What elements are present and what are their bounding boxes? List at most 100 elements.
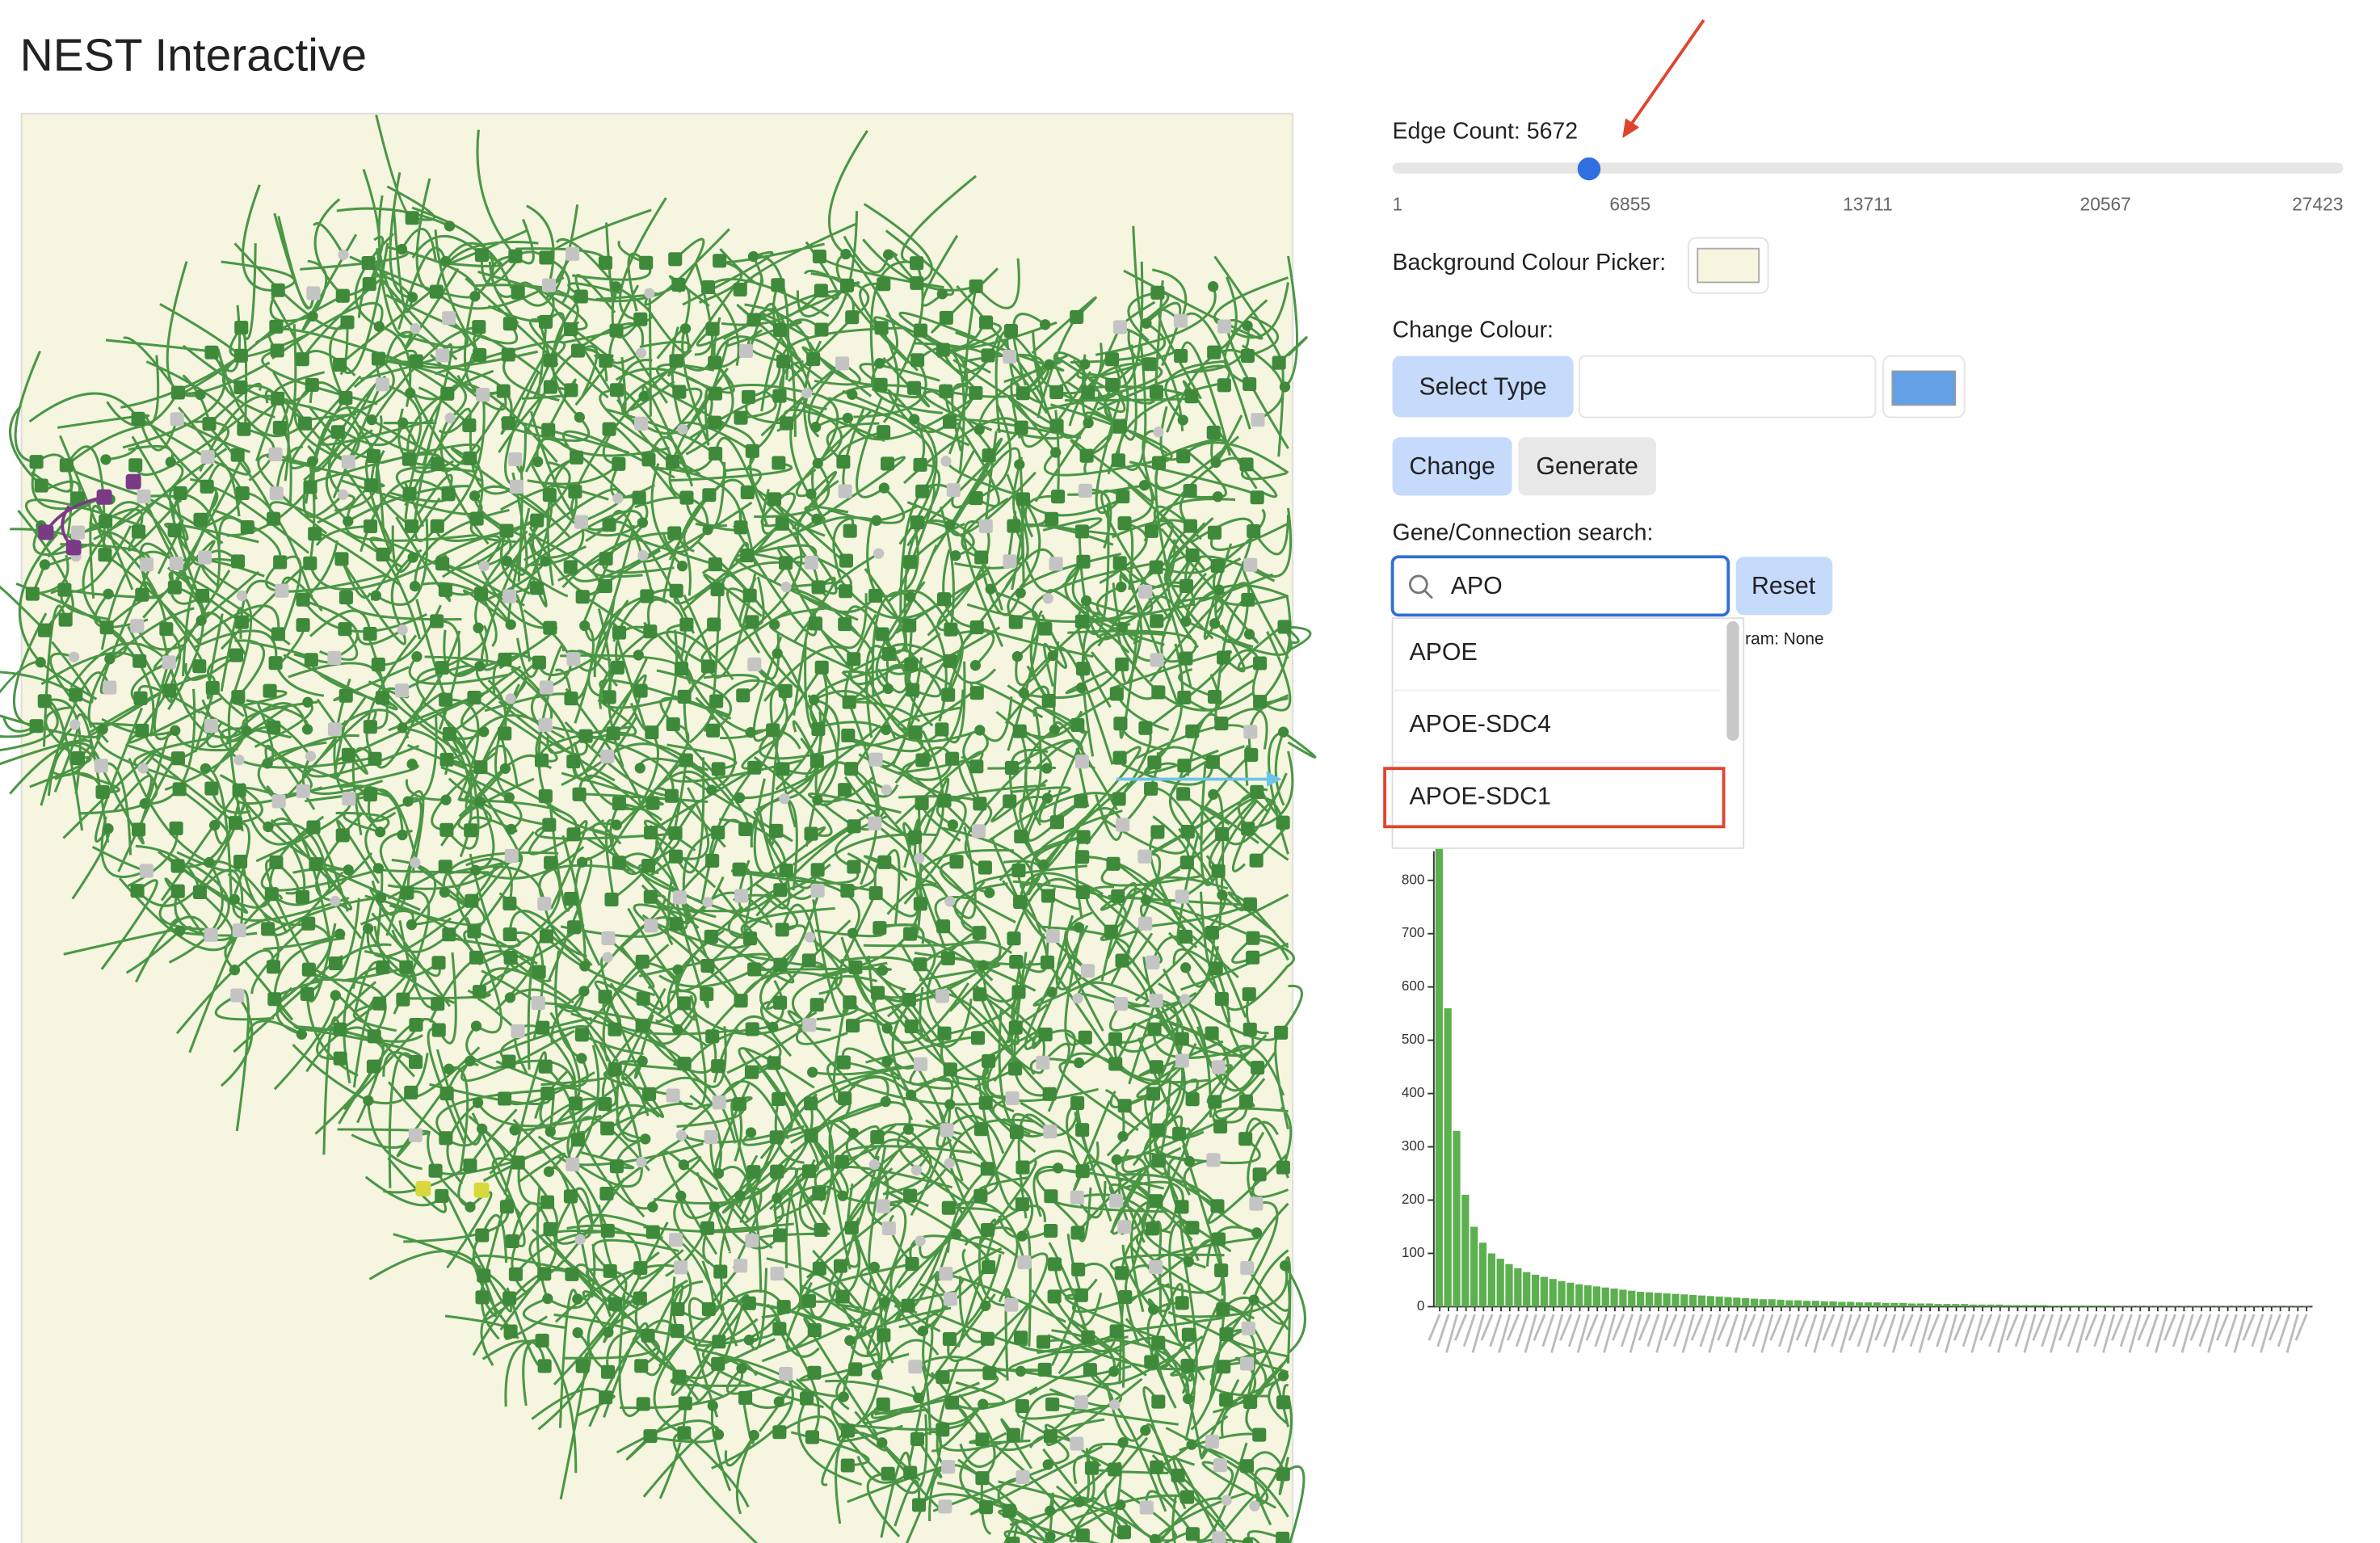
x-tick-label-illegible xyxy=(1681,1314,1695,1353)
network-node xyxy=(1151,1154,1166,1168)
bar xyxy=(1558,1280,1566,1307)
network-node xyxy=(502,927,517,942)
dropdown-option[interactable] xyxy=(1394,692,1721,761)
network-node xyxy=(438,860,452,874)
network-node xyxy=(404,1085,418,1099)
change-button[interactable] xyxy=(1392,437,1512,496)
network-node xyxy=(599,1390,613,1405)
network-node xyxy=(910,275,924,290)
network-node xyxy=(914,852,925,864)
network-node xyxy=(498,1091,512,1106)
network-node xyxy=(840,248,852,260)
bar xyxy=(1952,1304,1960,1307)
network-node xyxy=(410,857,421,868)
search-input[interactable] xyxy=(1390,555,1730,617)
reset-button[interactable] xyxy=(1735,557,1833,616)
network-node xyxy=(641,452,656,467)
network-node xyxy=(599,552,613,566)
network-node xyxy=(1007,931,1021,946)
network-node xyxy=(1241,822,1255,836)
network-node xyxy=(230,448,245,462)
network-node xyxy=(672,1024,683,1036)
network-node xyxy=(431,457,445,472)
network-node xyxy=(1150,614,1164,629)
network-node xyxy=(1179,578,1194,593)
network-node xyxy=(1214,717,1229,731)
x-tick-label-illegible xyxy=(2146,1314,2159,1347)
network-node xyxy=(1004,1297,1019,1312)
network-node xyxy=(1209,618,1221,629)
network-node xyxy=(645,725,659,740)
network-node xyxy=(776,762,790,776)
network-node xyxy=(545,1126,556,1137)
network-node xyxy=(473,760,488,775)
network-node xyxy=(811,721,826,737)
network-node xyxy=(1138,584,1153,599)
network-node xyxy=(935,989,949,1003)
slider-track[interactable] xyxy=(1392,162,2344,174)
network-node xyxy=(938,1499,952,1514)
network-node xyxy=(612,456,626,471)
network-node xyxy=(941,1460,956,1474)
x-tick-label-illegible xyxy=(2172,1314,2185,1347)
network-node xyxy=(467,924,481,939)
network-node xyxy=(602,690,616,704)
network-node xyxy=(1041,793,1053,804)
network-node xyxy=(100,454,111,465)
bg-picker-swatch[interactable] xyxy=(1697,247,1760,284)
network-node xyxy=(675,1190,687,1202)
bar xyxy=(2162,1305,2170,1307)
network-node xyxy=(945,751,960,766)
network-node xyxy=(566,652,581,666)
bar xyxy=(1478,1242,1487,1307)
network-node xyxy=(1112,556,1127,570)
network-node xyxy=(601,931,616,945)
network-node xyxy=(327,650,342,666)
generate-button[interactable] xyxy=(1518,437,1657,496)
x-tick-label-illegible xyxy=(1970,1314,1984,1353)
network-node xyxy=(1180,1358,1195,1373)
network-node xyxy=(1080,595,1092,607)
dropdown-option[interactable] xyxy=(1394,763,1721,833)
network-node xyxy=(1251,1061,1265,1075)
slider-tick-label: 6855 xyxy=(1609,194,1650,215)
network-node xyxy=(1118,1290,1133,1305)
network-node xyxy=(772,1322,787,1336)
network-node xyxy=(1042,1459,1053,1470)
network-node xyxy=(880,1096,891,1108)
network-node xyxy=(376,892,387,904)
network-node xyxy=(877,965,889,976)
dropdown-option[interactable] xyxy=(1394,620,1721,689)
network-node xyxy=(1108,1057,1123,1071)
slider-thumb[interactable] xyxy=(1577,157,1601,181)
network-node xyxy=(1140,894,1152,906)
select-type-button[interactable] xyxy=(1392,355,1574,418)
network-node xyxy=(439,692,453,707)
network-node xyxy=(535,1333,549,1347)
network-node xyxy=(95,784,110,799)
network-node xyxy=(308,527,322,541)
type-color-swatch[interactable] xyxy=(1891,370,1957,406)
network-node xyxy=(1182,1393,1194,1405)
network-node xyxy=(406,759,418,770)
network-node xyxy=(1145,1221,1160,1236)
type-input[interactable] xyxy=(1579,355,1877,418)
network-node xyxy=(1183,519,1197,533)
network-node xyxy=(204,345,219,359)
x-tick-label-illegible xyxy=(1874,1314,1888,1341)
network-node xyxy=(406,292,418,303)
network-node xyxy=(944,1158,955,1169)
network-node xyxy=(511,285,525,300)
network-node xyxy=(59,458,74,473)
bar xyxy=(1794,1300,1802,1307)
status-text: ram: None xyxy=(1745,629,1823,648)
network-node xyxy=(844,1335,856,1346)
network-node xyxy=(881,784,893,796)
reset-text: Reset xyxy=(1751,573,1816,599)
network-node xyxy=(405,211,419,225)
x-tick-label-illegible xyxy=(2198,1314,2212,1347)
network-node xyxy=(192,659,207,674)
network-node xyxy=(944,1099,956,1110)
x-tick-label-illegible xyxy=(2189,1314,2203,1341)
slider-tick-label: 1 xyxy=(1393,194,1403,215)
